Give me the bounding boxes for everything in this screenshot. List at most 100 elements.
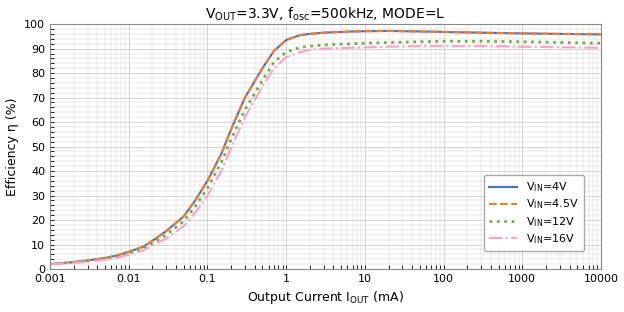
VIN=4.5V bbox=[338, 30, 345, 34]
VIN=16V bbox=[84, 260, 91, 264]
VIN=4.5V bbox=[296, 33, 304, 37]
VIN=16V bbox=[70, 261, 77, 265]
VIN=4V bbox=[282, 38, 290, 42]
VIN=4.5V bbox=[139, 245, 146, 249]
VIN=12V bbox=[139, 246, 146, 250]
VIN=4.5V bbox=[349, 30, 356, 33]
VIN=4.5V bbox=[270, 49, 278, 53]
VIN=4V bbox=[556, 32, 563, 36]
VIN=12V bbox=[296, 46, 304, 49]
VIN=4.5V bbox=[180, 214, 187, 218]
VIN=4V bbox=[101, 256, 109, 260]
VIN=12V bbox=[180, 219, 187, 223]
VIN=4.5V bbox=[101, 256, 109, 260]
VIN=16V bbox=[149, 244, 156, 248]
VIN=12V bbox=[125, 251, 132, 255]
VIN=16V bbox=[320, 47, 328, 51]
VIN=12V bbox=[113, 255, 120, 259]
VIN=16V bbox=[477, 44, 485, 48]
VIN=12V bbox=[477, 39, 485, 43]
VIN=4.5V bbox=[416, 30, 424, 33]
Line: VIN=4.5V: VIN=4.5V bbox=[50, 31, 601, 264]
VIN=4V bbox=[597, 32, 605, 36]
VIN=4V bbox=[296, 33, 304, 37]
VIN=4.5V bbox=[440, 30, 447, 34]
VIN=12V bbox=[519, 40, 526, 44]
VIN=4V bbox=[361, 29, 369, 33]
VIN=4.5V bbox=[385, 29, 392, 33]
VIN=4.5V bbox=[519, 32, 526, 35]
VIN=16V bbox=[597, 46, 605, 50]
VIN=12V bbox=[149, 241, 156, 245]
VIN=4V bbox=[84, 259, 91, 262]
VIN=4.5V bbox=[227, 128, 235, 131]
VIN=4.5V bbox=[477, 31, 485, 35]
VIN=12V bbox=[349, 42, 356, 46]
VIN=4V bbox=[320, 31, 328, 35]
VIN=12V bbox=[192, 205, 199, 208]
VIN=16V bbox=[519, 45, 526, 48]
VIN=4V bbox=[125, 250, 132, 254]
VIN=4V bbox=[149, 239, 156, 243]
VIN=16V bbox=[227, 146, 235, 150]
VIN=4V bbox=[46, 262, 54, 266]
VIN=4V bbox=[385, 29, 392, 33]
VIN=4.5V bbox=[125, 250, 132, 254]
VIN=16V bbox=[46, 262, 54, 266]
VIN=4.5V bbox=[556, 32, 563, 36]
Line: VIN=16V: VIN=16V bbox=[50, 46, 601, 264]
VIN=16V bbox=[385, 45, 392, 48]
VIN=16V bbox=[241, 115, 249, 119]
VIN=4.5V bbox=[162, 229, 170, 233]
VIN=12V bbox=[46, 262, 54, 266]
VIN=4.5V bbox=[84, 259, 91, 262]
VIN=12V bbox=[227, 137, 235, 141]
VIN=12V bbox=[385, 41, 392, 44]
VIN=12V bbox=[597, 41, 605, 45]
VIN=16V bbox=[306, 48, 313, 52]
VIN=4.5V bbox=[192, 198, 199, 202]
VIN=4.5V bbox=[282, 38, 290, 42]
Y-axis label: Efficiency η (%): Efficiency η (%) bbox=[6, 97, 19, 196]
VIN=4V bbox=[227, 128, 235, 131]
VIN=12V bbox=[338, 42, 345, 46]
VIN=4V bbox=[203, 179, 211, 183]
VIN=4V bbox=[416, 30, 424, 33]
VIN=12V bbox=[241, 108, 249, 112]
VIN=12V bbox=[162, 233, 170, 236]
VIN=4.5V bbox=[259, 66, 266, 70]
VIN=4V bbox=[180, 214, 187, 218]
VIN=12V bbox=[556, 41, 563, 44]
VIN=4V bbox=[241, 96, 249, 100]
VIN=4.5V bbox=[203, 179, 211, 183]
VIN=16V bbox=[361, 46, 369, 49]
VIN=4.5V bbox=[597, 32, 605, 36]
VIN=4.5V bbox=[361, 29, 369, 33]
VIN=12V bbox=[218, 161, 225, 164]
VIN=12V bbox=[70, 260, 77, 264]
VIN=16V bbox=[349, 46, 356, 50]
VIN=16V bbox=[282, 55, 290, 59]
VIN=4V bbox=[477, 31, 485, 35]
VIN=16V bbox=[180, 224, 187, 228]
VIN=4.5V bbox=[113, 254, 120, 257]
VIN=16V bbox=[296, 51, 304, 54]
VIN=12V bbox=[101, 257, 109, 261]
X-axis label: Output Current $\mathregular{I_{OUT}}$ (mA): Output Current $\mathregular{I_{OUT}}$ (… bbox=[247, 290, 404, 306]
VIN=4.5V bbox=[306, 32, 313, 36]
VIN=12V bbox=[306, 44, 313, 48]
VIN=4V bbox=[519, 32, 526, 35]
Title: $\mathregular{V_{OUT}}$=3.3V, $\mathregular{f_{osc}}$=500kHz, MODE=L: $\mathregular{V_{OUT}}$=3.3V, $\mathregu… bbox=[205, 6, 446, 23]
VIN=4.5V bbox=[149, 239, 156, 243]
VIN=16V bbox=[125, 253, 132, 257]
VIN=4V bbox=[139, 245, 146, 249]
VIN=12V bbox=[282, 51, 290, 54]
VIN=4V bbox=[349, 30, 356, 33]
VIN=16V bbox=[162, 236, 170, 240]
VIN=12V bbox=[440, 39, 447, 43]
VIN=4V bbox=[440, 30, 447, 34]
VIN=12V bbox=[203, 186, 211, 190]
VIN=16V bbox=[270, 66, 278, 70]
VIN=16V bbox=[338, 46, 345, 50]
VIN=12V bbox=[259, 79, 266, 82]
